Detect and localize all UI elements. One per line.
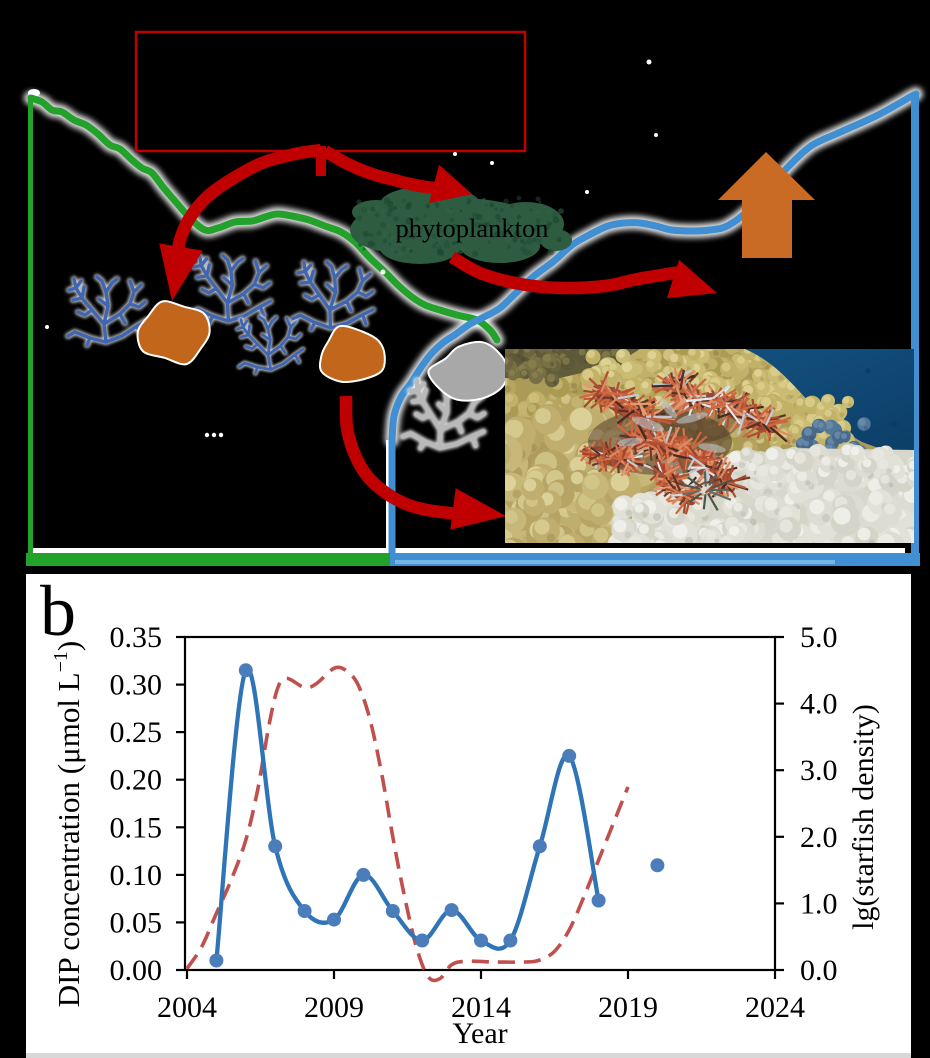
svg-text:Year: Year <box>452 1017 507 1050</box>
svg-text:3.0: 3.0 <box>800 754 838 787</box>
svg-text:5.0: 5.0 <box>800 621 838 654</box>
svg-text:lg(starfish density): lg(starfish density) <box>847 704 880 930</box>
svg-text:2014: 2014 <box>451 991 511 1024</box>
svg-text:2009: 2009 <box>304 991 364 1024</box>
svg-text:0.05: 0.05 <box>110 906 163 939</box>
svg-text:b: b <box>40 571 76 651</box>
svg-text:0.35: 0.35 <box>110 621 163 654</box>
svg-text:0.0: 0.0 <box>800 954 838 987</box>
svg-text:4.0: 4.0 <box>800 688 838 721</box>
svg-text:0.30: 0.30 <box>110 669 163 702</box>
svg-text:2024: 2024 <box>745 991 805 1024</box>
svg-text:0.15: 0.15 <box>110 811 163 844</box>
svg-text:2019: 2019 <box>598 991 658 1024</box>
svg-text:0.10: 0.10 <box>110 859 163 892</box>
svg-text:DIP concentration (μmol L−1): DIP concentration (μmol L−1) <box>50 641 86 1007</box>
svg-text:1.0: 1.0 <box>800 887 838 920</box>
svg-text:0.20: 0.20 <box>110 764 163 797</box>
svg-text:2.0: 2.0 <box>800 821 838 854</box>
svg-text:0.00: 0.00 <box>110 954 163 987</box>
svg-text:phytoplankton: phytoplankton <box>395 213 548 243</box>
svg-text:2004: 2004 <box>157 991 217 1024</box>
svg-text:0.25: 0.25 <box>110 716 163 749</box>
